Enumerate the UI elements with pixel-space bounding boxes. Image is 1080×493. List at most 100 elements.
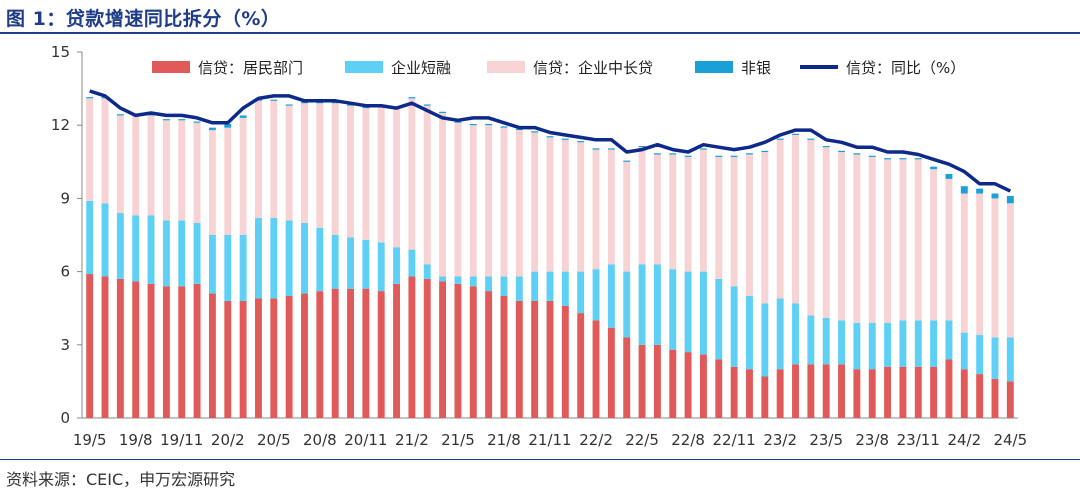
household-bar bbox=[592, 320, 600, 418]
short-term-bar bbox=[408, 249, 416, 277]
household-bar bbox=[607, 327, 615, 418]
non-bank-bar bbox=[899, 158, 907, 160]
non-bank-bar bbox=[807, 138, 815, 140]
household-bar bbox=[899, 366, 907, 418]
household-bar bbox=[454, 283, 462, 418]
household-bar bbox=[976, 374, 984, 418]
short-term-bar bbox=[255, 217, 262, 299]
non-bank-bar bbox=[868, 155, 876, 157]
non-bank-bar bbox=[531, 131, 539, 133]
x-tick-label: 20/5 bbox=[257, 431, 291, 449]
mid-long-bar bbox=[439, 113, 447, 277]
short-term-bar bbox=[208, 235, 216, 294]
household-bar bbox=[86, 274, 94, 418]
figure-title: 图 1：贷款增速同比拆分（%） bbox=[6, 8, 281, 30]
non-bank-bar bbox=[331, 102, 339, 104]
short-term-bar bbox=[301, 222, 308, 294]
non-bank-bar bbox=[224, 123, 232, 128]
short-term-bar bbox=[86, 200, 94, 275]
non-bank-bar bbox=[607, 148, 615, 150]
mid-long-bar bbox=[577, 142, 585, 272]
mid-long-bar bbox=[914, 159, 922, 321]
mid-long-bar bbox=[377, 105, 385, 243]
mid-long-bar bbox=[699, 149, 707, 272]
mid-long-bar bbox=[423, 105, 431, 265]
mid-long-bar bbox=[239, 117, 247, 235]
short-term-bar bbox=[377, 242, 385, 292]
non-bank-bar bbox=[561, 138, 569, 140]
legend-total-label: 信贷：同比（%） bbox=[846, 59, 965, 77]
household-bar bbox=[224, 300, 232, 418]
household-bar bbox=[285, 296, 293, 418]
short-term-bar bbox=[761, 303, 769, 377]
short-term-bar bbox=[132, 215, 140, 282]
non-bank-bar bbox=[316, 102, 324, 104]
short-term-bar bbox=[116, 213, 124, 279]
non-bank-bar bbox=[592, 148, 600, 150]
mid-long-bar bbox=[224, 127, 232, 235]
y-tick-label: 3 bbox=[60, 336, 70, 354]
legend-mid-long-label: 信贷：企业中长贷 bbox=[533, 59, 653, 77]
mid-long-bar bbox=[838, 152, 845, 321]
short-term-bar bbox=[792, 303, 799, 365]
mid-long-bar bbox=[930, 169, 938, 321]
legend-household-label: 信贷：居民部门 bbox=[198, 59, 303, 77]
household-bar bbox=[623, 337, 631, 418]
y-tick-label: 9 bbox=[60, 189, 70, 207]
household-bar bbox=[423, 278, 431, 418]
y-tick-label: 12 bbox=[51, 116, 70, 134]
household-bar bbox=[761, 376, 769, 418]
short-term-bar bbox=[393, 247, 401, 284]
household-bar bbox=[930, 366, 938, 418]
mid-long-bar bbox=[546, 137, 554, 272]
short-term-bar bbox=[853, 322, 861, 370]
household-bar bbox=[546, 300, 554, 418]
mid-long-bar bbox=[623, 161, 631, 272]
short-term-bar bbox=[1006, 337, 1014, 382]
household-bar bbox=[853, 369, 861, 418]
non-bank-bar bbox=[638, 145, 646, 148]
non-bank-bar bbox=[761, 150, 769, 153]
short-term-bar bbox=[868, 322, 876, 370]
short-term-bar bbox=[515, 276, 523, 301]
mid-long-bar bbox=[884, 159, 892, 323]
household-bar bbox=[776, 369, 784, 418]
mid-long-bar bbox=[1006, 203, 1014, 338]
household-bar bbox=[746, 369, 753, 418]
household-bar bbox=[439, 281, 447, 418]
short-term-bar bbox=[485, 276, 493, 292]
non-bank-bar bbox=[822, 145, 830, 148]
household-bar bbox=[638, 344, 646, 418]
x-tick-label: 19/11 bbox=[160, 431, 203, 449]
household-bar bbox=[684, 352, 692, 418]
legend-mid-long-swatch bbox=[487, 61, 525, 73]
short-term-bar bbox=[884, 322, 892, 367]
non-bank-bar bbox=[577, 141, 585, 143]
legend-non-bank-swatch bbox=[695, 61, 733, 73]
short-term-bar bbox=[178, 220, 186, 287]
mid-long-bar bbox=[132, 115, 140, 216]
non-bank-bar bbox=[960, 186, 968, 194]
y-tick-label: 0 bbox=[60, 409, 70, 427]
x-tick-label: 21/8 bbox=[487, 431, 521, 449]
household-bar bbox=[408, 276, 416, 418]
household-bar bbox=[807, 364, 815, 418]
short-term-bar bbox=[976, 335, 984, 375]
household-bar bbox=[485, 291, 493, 418]
short-term-bar bbox=[316, 227, 324, 292]
non-bank-bar bbox=[208, 127, 216, 131]
short-term-bar bbox=[362, 239, 370, 289]
household-bar bbox=[347, 288, 354, 418]
mid-long-bar bbox=[669, 154, 677, 270]
mid-long-bar bbox=[531, 132, 539, 272]
household-bar bbox=[884, 366, 892, 418]
short-term-bar bbox=[500, 276, 508, 296]
non-bank-bar bbox=[178, 119, 186, 121]
short-term-bar bbox=[746, 296, 753, 370]
non-bank-bar bbox=[515, 128, 523, 131]
household-bar bbox=[377, 291, 385, 418]
x-tick-label: 20/11 bbox=[344, 431, 387, 449]
household-bar bbox=[132, 281, 140, 418]
household-bar bbox=[101, 276, 109, 418]
